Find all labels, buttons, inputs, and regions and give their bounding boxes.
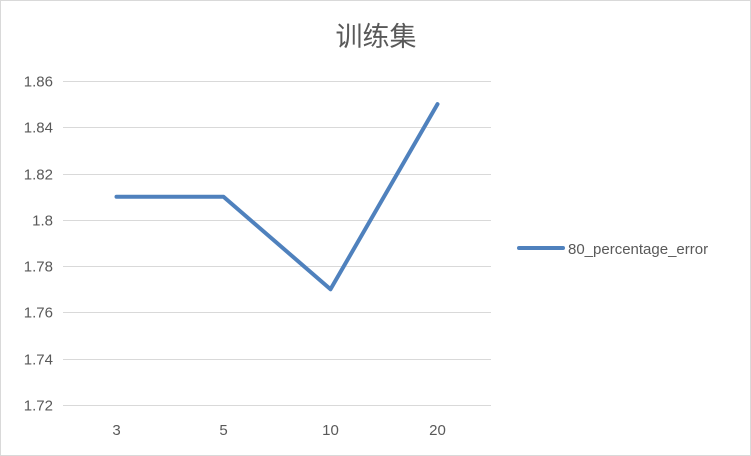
- y-axis-tick-labels: 1.72 1.74 1.76 1.78 1.8 1.82 1.84 1.86: [24, 74, 53, 415]
- y-tick-label: 1.86: [24, 74, 53, 91]
- chart-title: 训练集: [336, 22, 417, 53]
- y-tick-label: 1.72: [24, 398, 53, 415]
- x-tick-label: 3: [112, 422, 120, 439]
- series-line: [114, 102, 440, 292]
- gridlines: [63, 81, 491, 406]
- x-tick-label: 20: [429, 422, 446, 439]
- legend: 80_percentage_error: [517, 241, 708, 258]
- y-tick-label: 1.78: [24, 259, 53, 276]
- series-layer: [114, 102, 440, 292]
- y-tick-label: 1.84: [24, 120, 53, 137]
- y-tick-label: 1.76: [24, 305, 53, 322]
- y-tick-label: 1.74: [24, 352, 53, 369]
- x-tick-label: 10: [322, 422, 339, 439]
- x-axis-tick-labels: 3 5 10 20: [112, 422, 446, 439]
- legend-label: 80_percentage_error: [568, 241, 708, 258]
- y-tick-label: 1.8: [32, 213, 53, 230]
- x-tick-label: 5: [219, 422, 227, 439]
- y-tick-label: 1.82: [24, 167, 53, 184]
